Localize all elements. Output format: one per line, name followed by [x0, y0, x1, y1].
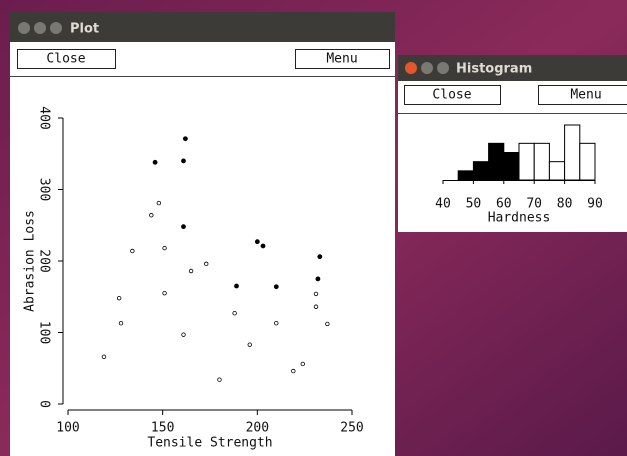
point — [117, 296, 121, 300]
point — [314, 305, 318, 309]
close-icon[interactable] — [18, 22, 30, 34]
bar — [549, 162, 564, 180]
point — [157, 201, 161, 205]
point — [183, 137, 187, 141]
point — [233, 311, 237, 315]
window-title: Plot — [70, 22, 99, 37]
point — [119, 321, 123, 325]
y-tick-label: 0 — [37, 400, 52, 408]
x-axis-title: Tensile Strength — [147, 436, 272, 451]
x-tick-label: 60 — [496, 197, 512, 212]
point — [182, 333, 186, 337]
point — [204, 262, 208, 266]
x-tick-label: 100 — [56, 421, 79, 436]
point — [255, 240, 259, 244]
bar — [489, 143, 504, 180]
point — [261, 244, 265, 248]
point — [318, 255, 322, 259]
point — [163, 291, 167, 295]
x-tick-label: 80 — [557, 197, 573, 212]
point — [274, 285, 278, 289]
y-tick-label: 300 — [37, 178, 52, 201]
desktop: Plot Close Menu Histogram Close Menu 0 10… — [0, 0, 627, 456]
x-axis-title: Hardness — [488, 211, 551, 226]
window-title: Histogram — [456, 62, 532, 77]
bar — [473, 162, 488, 180]
button-label[interactable]: Close — [46, 52, 85, 67]
point — [181, 159, 185, 163]
point — [301, 362, 305, 366]
maximize-icon[interactable] — [50, 22, 62, 34]
point — [314, 292, 318, 296]
minimize-icon[interactable] — [421, 62, 433, 74]
point — [326, 322, 330, 326]
window-body — [10, 42, 395, 456]
button-label[interactable]: Menu — [570, 88, 601, 103]
bar — [519, 143, 534, 180]
bar — [565, 125, 580, 180]
close-icon[interactable] — [405, 62, 417, 74]
point — [102, 355, 106, 359]
x-tick-label: 250 — [340, 421, 363, 436]
x-tick-label: 90 — [587, 197, 603, 212]
point — [181, 225, 185, 229]
x-tick-label: 70 — [526, 197, 542, 212]
point — [218, 378, 222, 382]
y-tick-label: 400 — [37, 106, 52, 129]
point — [248, 343, 252, 347]
point — [189, 269, 193, 273]
point — [150, 213, 154, 217]
x-tick-label: 200 — [246, 421, 269, 436]
x-tick-label: 150 — [151, 421, 174, 436]
y-axis-title: Abrasion Loss — [23, 210, 38, 312]
x-tick-label: 40 — [435, 197, 451, 212]
title-bar — [10, 12, 395, 42]
maximize-icon[interactable] — [437, 62, 449, 74]
bar — [504, 153, 519, 181]
point — [316, 277, 320, 281]
plot-window: Plot Close Menu — [10, 12, 395, 456]
button-label[interactable]: Close — [432, 88, 471, 103]
minimize-icon[interactable] — [34, 22, 46, 34]
bar — [458, 171, 473, 180]
y-tick-label: 200 — [37, 249, 52, 272]
bar — [534, 143, 549, 180]
y-tick-label: 100 — [37, 321, 52, 344]
bar — [580, 143, 595, 180]
x-tick-label: 50 — [466, 197, 482, 212]
point — [131, 249, 135, 253]
point — [274, 321, 278, 325]
point — [153, 160, 157, 164]
point — [292, 369, 296, 373]
point — [163, 246, 167, 250]
button-label[interactable]: Menu — [326, 52, 357, 67]
point — [235, 284, 239, 288]
